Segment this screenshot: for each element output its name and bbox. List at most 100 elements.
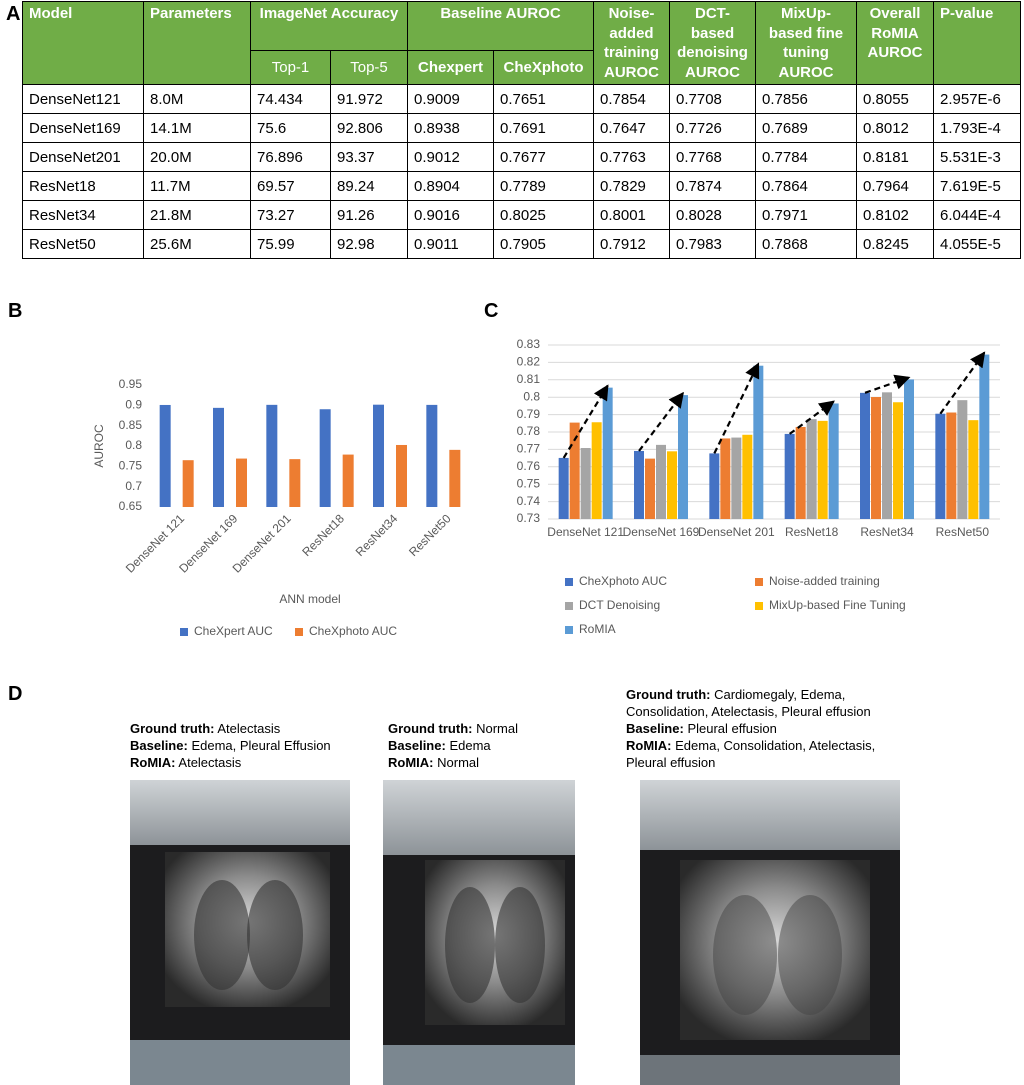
table-cell: 0.9016 (407, 200, 494, 230)
legend-label: Noise-added training (769, 574, 880, 588)
x-tick-label: DenseNet 169 (623, 525, 700, 539)
table-cell: 6.044E-4 (933, 200, 1021, 230)
table-row: ResNet50 25.6M 75.99 92.98 0.9011 0.7905 0.791… (22, 229, 1021, 259)
table-cell: 75.99 (250, 229, 331, 259)
caption-line: Ground truth: Normal (388, 720, 588, 737)
photo (640, 780, 900, 1085)
caption-text: Normal (437, 755, 480, 770)
bar (871, 397, 881, 519)
legend-swatch (565, 602, 573, 610)
bar (957, 400, 968, 519)
trend-arrow (864, 374, 911, 394)
header-cell: Noise-added training AUROC (593, 1, 670, 85)
caption-line: RoMIA: Normal (388, 754, 588, 771)
header-cell: ImageNet Accuracy (250, 1, 408, 51)
caption: Ground truth: Cardiomegaly, Edema, Conso… (626, 686, 901, 771)
header-cell: Top-5 (330, 50, 408, 85)
table-cell: DenseNet169 (22, 113, 144, 143)
table-cell: 0.8025 (493, 200, 594, 230)
table-cell: 0.7784 (755, 142, 857, 172)
caption-text: Atelectasis (217, 721, 281, 736)
header-row: Top-1 Top-5 Chexpert CheXphoto (23, 50, 1021, 85)
table-cell: 0.7677 (493, 142, 594, 172)
table-cell: 11.7M (143, 171, 251, 201)
header-cell: Chexpert (407, 50, 494, 85)
table-cell: 0.7651 (493, 84, 594, 114)
legend-swatch (565, 578, 573, 586)
caption-text: Edema (449, 738, 491, 753)
caption-key: Ground truth: (130, 721, 215, 736)
y-tick-label: 0.95 (119, 377, 143, 391)
trend-arrow (638, 391, 684, 452)
header-cell: P-value (933, 1, 1021, 85)
table-cell: 0.8245 (856, 229, 934, 259)
table-row: DenseNet169 14.1M 75.6 92.806 0.8938 0.7691 0.… (22, 113, 1021, 143)
bar (580, 448, 591, 519)
photo (383, 780, 575, 1085)
table-cell: 0.7789 (493, 171, 594, 201)
bar (236, 458, 247, 507)
bar (558, 457, 569, 519)
bar (182, 460, 194, 507)
bar (860, 392, 870, 519)
bar (731, 437, 742, 519)
table-cell: 0.7874 (669, 171, 756, 201)
legend-label: RoMIA (579, 622, 616, 636)
caption-line: Baseline: Edema (388, 737, 588, 754)
bar (678, 395, 688, 519)
table-cell: 0.7829 (593, 171, 670, 201)
trend-arrow (713, 362, 760, 454)
legend-label: CheXphoto AUC (309, 624, 397, 638)
table-cell: 0.7856 (755, 84, 857, 114)
table-cell: 0.7691 (493, 113, 594, 143)
bar (634, 450, 644, 519)
table-row: ResNet18 11.7M 69.57 89.24 0.8904 0.7789 0.782… (22, 171, 1021, 201)
bar (396, 444, 407, 507)
table-cell: 0.7708 (669, 84, 756, 114)
x-tick-label: ResNet18 (785, 525, 839, 539)
table-row: DenseNet201 20.0M 76.896 93.37 0.9012 0.7677 0… (22, 142, 1021, 172)
header-cell: Model (22, 1, 144, 85)
legend-label: DCT Denoising (579, 598, 660, 612)
caption: Ground truth: Atelectasis Baseline: Edema… (130, 720, 360, 771)
table-cell: ResNet18 (22, 171, 144, 201)
table-cell: 0.8938 (407, 113, 494, 143)
bar (342, 454, 354, 507)
bar (667, 451, 677, 519)
caption-key: Baseline: (130, 738, 188, 753)
y-tick-label: 0.77 (517, 442, 541, 456)
bar (968, 420, 979, 519)
table-cell: 5.531E-3 (933, 142, 1021, 172)
chart-c: 0.73 0.74 0.75 0.76 0.77 0.78 0.79 0.8 0.81 0.82 0… (517, 337, 1000, 636)
table-cell: 69.57 (250, 171, 331, 201)
table-cell: 0.7763 (593, 142, 670, 172)
bar (893, 402, 903, 519)
bar (645, 458, 655, 519)
panel-label: A (6, 3, 21, 25)
table-cell: 91.972 (330, 84, 408, 114)
table-cell: 0.7912 (593, 229, 670, 259)
table-cell: 4.055E-5 (933, 229, 1021, 259)
legend-swatch (295, 628, 303, 636)
caption-line: RoMIA: Edema, Consolidation, Atelectasis… (626, 737, 901, 771)
header-cell: Top-1 (250, 50, 331, 85)
table-cell: 0.7868 (755, 229, 857, 259)
header-cell: Overall RoMIA AUROC (856, 1, 934, 85)
bar (602, 387, 613, 519)
table-cell: 0.7854 (593, 84, 670, 114)
legend-swatch (755, 578, 763, 586)
caption-key: Baseline: (388, 738, 446, 753)
bar (828, 403, 839, 519)
bar (319, 409, 331, 507)
table-cell: 0.8055 (856, 84, 934, 114)
bar (882, 392, 892, 519)
bar (289, 459, 301, 507)
trend-arrow (789, 400, 835, 435)
bar (817, 420, 828, 519)
table-cell: 0.9011 (407, 229, 494, 259)
y-tick-label: 0.82 (517, 355, 541, 369)
y-tick-label: 0.8 (125, 438, 142, 452)
table-cell: 0.7647 (593, 113, 670, 143)
table-cell: 0.8012 (856, 113, 934, 143)
header-cell: MixUp-based fine tuning AUROC (755, 1, 857, 85)
